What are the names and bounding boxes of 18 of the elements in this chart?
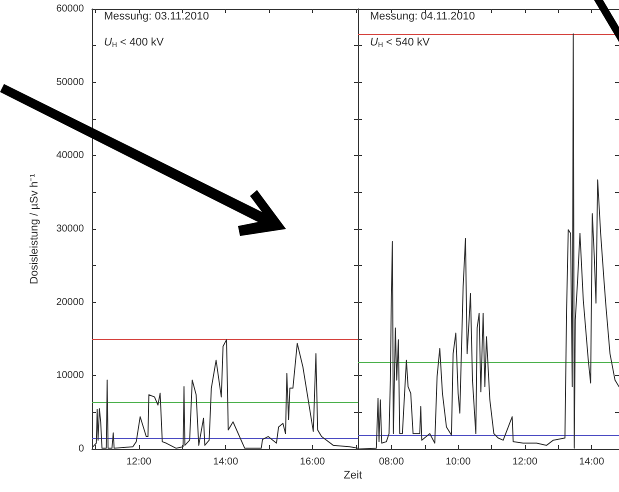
x-tick-label: 14:00 (579, 456, 605, 468)
x-tick-label: 14:00 (213, 456, 239, 468)
x-tick-label: 10:00 (446, 456, 472, 468)
y-axis-title: Dosisleistung / µSv h⁻¹ (28, 173, 40, 284)
annotation: Messung: 04.11.2010 (370, 10, 475, 22)
y-tick-label: 20000 (56, 296, 84, 308)
x-tick-label: 16:00 (300, 456, 326, 468)
y-tick-label: 50000 (56, 76, 84, 88)
y-tick-label: 10000 (56, 370, 84, 382)
y-tick-label: 0 (78, 444, 84, 454)
x-tick-label: 08:00 (378, 456, 404, 468)
annotation: Messung: 03.11.2010 (104, 10, 209, 22)
x-tick-label: 12:00 (126, 456, 152, 468)
x-tick-label: 12:00 (512, 456, 538, 468)
y-tick-label: 40000 (56, 150, 84, 162)
y-tick-label: 60000 (56, 4, 84, 14)
y-tick-label: 30000 (56, 224, 84, 234)
x-axis-title: Zeit (344, 470, 362, 482)
